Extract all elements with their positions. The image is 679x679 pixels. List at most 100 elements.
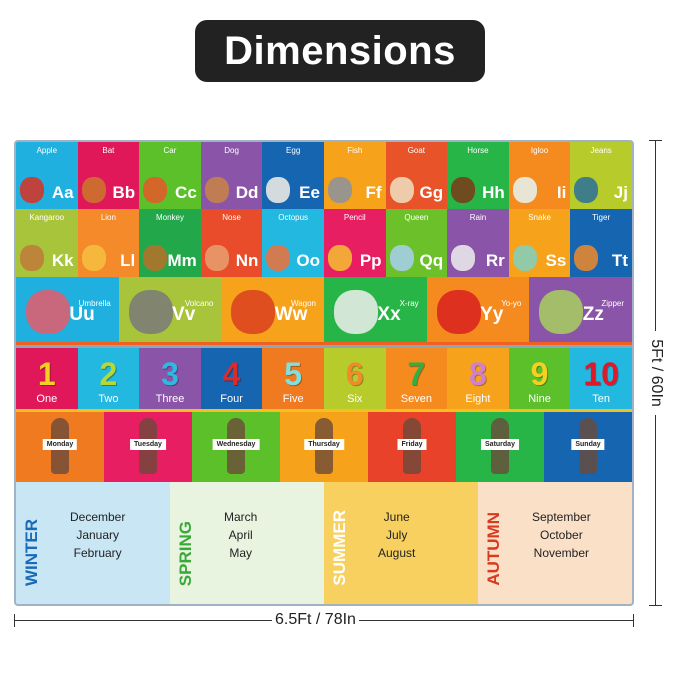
tile-word: Snake [528, 213, 551, 222]
day-tile: Monday [16, 412, 104, 482]
tile-word: Egg [286, 146, 301, 155]
width-label: 6.5Ft / 78In [272, 611, 359, 629]
wagon-illustration-icon [231, 290, 276, 334]
letter-tile: Tiger Tt [570, 209, 632, 277]
tile-letter: Oo [296, 251, 320, 270]
snake-illustration-icon [512, 245, 537, 271]
letter-tile: Kangaroo Kk [16, 209, 78, 277]
letter-tile: Rain Rr [447, 209, 509, 277]
letter-tile: Goat Gg [385, 142, 448, 209]
alphabet-row-k-t: Kangaroo Kk Lion Ll Monkey Mm Nose Nn Octopus Oo P… [16, 209, 632, 277]
season-title: SUMMER [330, 510, 349, 586]
tile-letter: Zz [582, 304, 604, 325]
numbers-row: 1 One 2 Two 3 Three 4 Four 5 Five 6 Six 7 Seven 8 Eight… [16, 348, 632, 412]
number-word: Ten [592, 393, 611, 405]
tile-word: Goat [407, 146, 426, 155]
tile-letter: Dd [235, 183, 259, 202]
day-tile: Friday [368, 412, 456, 482]
season-panel: AUTUMN September October November [478, 482, 632, 604]
tile-letter: Aa [51, 183, 74, 202]
alphabet-row-u-z: Umbrella Uu Volcano Vv Wagon Ww X-ray Xx Yo-yo Yy… [16, 277, 632, 345]
fish-illustration-icon [327, 177, 352, 203]
letter-tile: Lion Ll [77, 209, 140, 277]
number-word: Three [155, 393, 185, 405]
number-digit: 7 [407, 356, 426, 392]
month-name: November [533, 546, 590, 560]
dimensions-title: Dimensions [195, 20, 485, 82]
letter-tile: Horse Hh [447, 142, 509, 209]
dog-illustration-icon [204, 177, 229, 203]
season-months: June July August [378, 508, 415, 562]
month-name: February [73, 546, 122, 560]
tile-word: Monkey [155, 213, 184, 222]
day-tile: Thursday [280, 412, 368, 482]
season-panel: WINTER December January February [16, 482, 170, 604]
month-name: October [540, 528, 583, 542]
letter-tile: Volcano Vv [118, 277, 222, 342]
tile-letter: Hh [482, 183, 505, 202]
tile-word: Octopus [278, 213, 309, 222]
rain-illustration-icon [451, 245, 476, 271]
tile-letter: Ww [274, 304, 308, 325]
tile-letter: Uu [69, 304, 95, 325]
number-tile: 8 Eight [447, 348, 509, 409]
bat-illustration-icon [81, 177, 106, 203]
number-digit: 10 [583, 356, 619, 392]
car-illustration-icon [143, 177, 168, 203]
width-tick-right [633, 614, 634, 627]
tile-letter: Qq [419, 251, 444, 270]
tile-word: Jeans [590, 146, 612, 155]
goat-illustration-icon [389, 177, 414, 203]
height-tick-top [649, 140, 662, 141]
tile-letter: Nn [235, 251, 259, 270]
day-tile: Sunday [544, 412, 632, 482]
tile-word: Queen [404, 213, 429, 222]
number-digit: 3 [161, 356, 179, 392]
season-title: AUTUMN [484, 512, 503, 586]
month-name: March [224, 510, 258, 524]
egg-illustration-icon [266, 177, 291, 203]
tile-letter: Ee [299, 183, 320, 202]
seasons-row: WINTER December January February SPRING March… [16, 482, 632, 604]
number-tile: 6 Six [323, 348, 386, 409]
letter-tile: X-ray Xx [324, 277, 427, 342]
tile-word: Yo-yo [501, 299, 522, 308]
number-word: Six [347, 393, 363, 405]
number-word: Seven [400, 393, 432, 405]
letter-tile: Yo-yo Yy [426, 277, 530, 342]
letter-tile: Fish Ff [323, 142, 386, 209]
day-label: Thursday [304, 439, 344, 450]
month-name: July [386, 528, 408, 542]
nose-illustration-icon [204, 245, 229, 271]
season-title: WINTER [22, 518, 41, 586]
tile-word: Lion [100, 213, 116, 222]
number-digit: 1 [37, 356, 56, 392]
tile-word: Bat [102, 146, 115, 155]
tile-letter: Xx [377, 304, 401, 325]
height-label: 5Ft / 60In [647, 331, 665, 415]
apple-illustration-icon [20, 177, 44, 203]
tile-letter: Pp [359, 251, 382, 270]
letter-tile: Umbrella Uu [16, 277, 119, 342]
igloo-illustration-icon [512, 177, 537, 203]
season-panel: SPRING March April May [170, 482, 324, 604]
pencil-illustration-icon [327, 245, 352, 271]
tile-letter: Ss [545, 251, 567, 270]
month-name: September [532, 510, 591, 524]
number-word: Two [98, 393, 119, 405]
letter-tile: Car Cc [139, 142, 201, 209]
letter-tile: Snake Ss [508, 209, 571, 277]
day-label: Friday [397, 439, 427, 450]
volcano-illustration-icon [128, 290, 173, 334]
season-months: March April May [224, 508, 257, 562]
tiger-illustration-icon [574, 245, 599, 271]
tile-letter: Cc [175, 183, 197, 202]
month-name: May [229, 546, 252, 560]
tile-word: Dog [224, 146, 239, 155]
tile-word: Kangaroo [29, 213, 65, 222]
octopus-illustration-icon [266, 245, 291, 271]
letter-tile: Zipper Zz [529, 277, 632, 342]
tile-letter: Tt [611, 251, 628, 270]
tile-word: Igloo [530, 146, 549, 155]
lion-illustration-icon [81, 245, 106, 271]
